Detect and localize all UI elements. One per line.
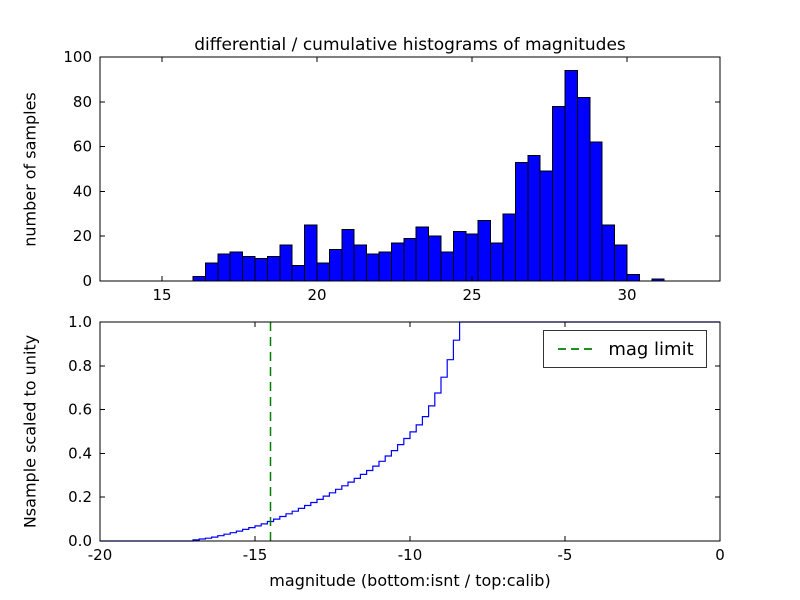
y-tick-label: 1.0 bbox=[68, 313, 92, 331]
cumulative-line bbox=[100, 321, 720, 542]
histogram-bar bbox=[502, 213, 516, 282]
histogram-bar bbox=[428, 235, 442, 282]
histogram-bar bbox=[477, 220, 492, 282]
x-tick-label: 20 bbox=[307, 286, 326, 304]
histogram-bar bbox=[229, 251, 244, 282]
histogram-bar bbox=[353, 244, 368, 282]
histogram-bar bbox=[291, 264, 306, 282]
histogram-bar bbox=[403, 237, 417, 282]
histogram-bar bbox=[328, 249, 343, 282]
y-tick-label: 80 bbox=[73, 93, 92, 111]
y-tick-label: 0.6 bbox=[68, 401, 92, 419]
histogram-bar bbox=[626, 273, 640, 282]
histogram-bar bbox=[415, 226, 430, 282]
histogram-bar bbox=[304, 224, 318, 282]
histogram-bar bbox=[465, 233, 479, 282]
bottom-ylabel: Nsample scaled to unity bbox=[20, 334, 40, 529]
y-tick-label: 20 bbox=[73, 227, 92, 245]
histogram-bar bbox=[390, 242, 405, 282]
legend-dash-sample-icon bbox=[558, 348, 597, 350]
histogram-bar bbox=[589, 141, 603, 282]
histogram-bar bbox=[564, 69, 578, 282]
x-tick-label: -10 bbox=[398, 546, 423, 564]
y-tick-label: 0.0 bbox=[68, 532, 92, 550]
histogram-bar bbox=[440, 251, 454, 282]
histogram-bar bbox=[614, 244, 628, 282]
histogram-bar bbox=[490, 242, 504, 282]
histogram-bar bbox=[254, 258, 268, 282]
top-ylabel: number of samples bbox=[20, 92, 40, 247]
x-tick-label: 0 bbox=[715, 546, 725, 564]
histogram-bar bbox=[452, 231, 467, 282]
histogram-bar bbox=[204, 262, 219, 282]
y-tick-label: 40 bbox=[73, 182, 92, 200]
axes-frame bbox=[99, 56, 721, 282]
x-tick-label: 30 bbox=[617, 286, 636, 304]
histogram-bar bbox=[552, 105, 566, 282]
histogram-bar bbox=[192, 276, 206, 282]
legend-label: mag limit bbox=[608, 338, 694, 360]
histogram-bar bbox=[539, 170, 554, 282]
histogram-bar bbox=[527, 155, 541, 282]
bottom-xlabel: magnitude (bottom:isnt / top:calib) bbox=[269, 571, 551, 590]
histogram-bar bbox=[341, 228, 355, 282]
figure-title: differential / cumulative histograms of … bbox=[194, 35, 626, 55]
histogram-bar bbox=[514, 161, 529, 282]
legend: mag limit bbox=[543, 330, 707, 368]
y-tick-label: 60 bbox=[73, 138, 92, 156]
y-tick-label: 0.8 bbox=[68, 357, 92, 375]
x-tick-label: -20 bbox=[88, 546, 113, 564]
x-tick-label: -5 bbox=[558, 546, 573, 564]
histogram-bar bbox=[601, 224, 616, 282]
histogram-bar bbox=[366, 253, 380, 282]
y-tick-label: 100 bbox=[63, 48, 92, 66]
y-tick-label: 0.2 bbox=[68, 488, 92, 506]
x-tick-label: 25 bbox=[462, 286, 481, 304]
histogram-bar bbox=[217, 253, 231, 282]
histogram-bar bbox=[266, 255, 281, 282]
x-tick-label: 15 bbox=[152, 286, 171, 304]
histogram-bar bbox=[316, 262, 330, 282]
x-tick-label: -15 bbox=[243, 546, 268, 564]
histogram-bar bbox=[576, 96, 591, 282]
y-tick-label: 0 bbox=[82, 272, 92, 290]
histogram-bar bbox=[242, 255, 256, 282]
histogram-bar bbox=[279, 244, 293, 282]
histogram-bar bbox=[378, 251, 392, 282]
y-tick-label: 0.4 bbox=[68, 444, 92, 462]
